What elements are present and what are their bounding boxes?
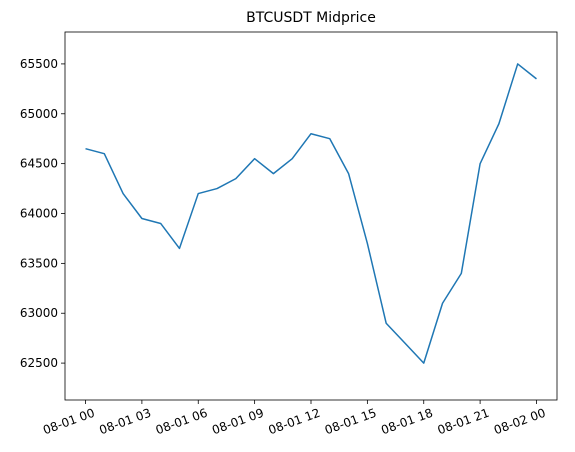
price-line <box>85 63 537 364</box>
y-tick-label: 65000 <box>20 107 58 121</box>
chart-title: BTCUSDT Midprice <box>246 10 376 26</box>
y-tick-label: 63500 <box>20 256 58 270</box>
y-tick-label: 62500 <box>20 356 58 370</box>
y-tick-label: 64500 <box>20 157 58 171</box>
y-tick-label: 65500 <box>20 57 58 71</box>
y-tick-label: 64000 <box>20 207 58 221</box>
y-tick-label: 63000 <box>20 306 58 320</box>
